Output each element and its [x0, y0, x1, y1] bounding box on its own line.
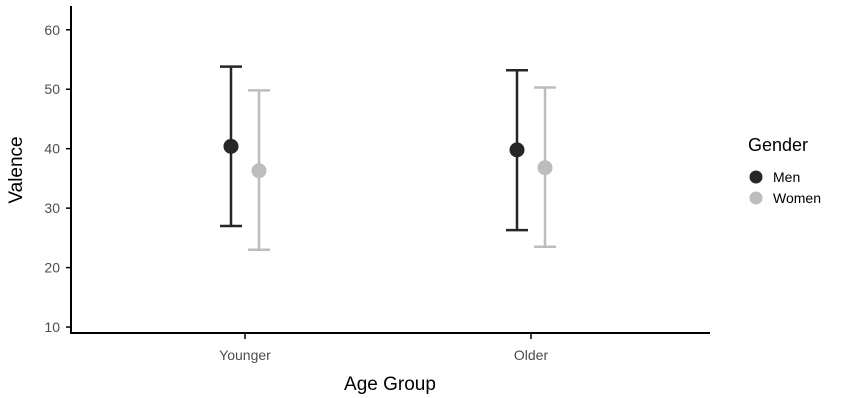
legend-key-men	[749, 170, 763, 184]
x-axis-title: Age Group	[344, 374, 436, 395]
x-tick-label: Older	[514, 347, 549, 363]
data-point-women-older	[537, 160, 553, 176]
y-tick-label: 40	[44, 141, 60, 157]
y-ticks: 10 20 30 40 50 60	[44, 22, 71, 335]
y-tick-label: 60	[44, 22, 60, 38]
legend-title: Gender	[748, 135, 808, 155]
data-point-women-younger	[251, 163, 267, 179]
x-ticks: Younger Older	[219, 333, 548, 363]
legend-key-women	[749, 191, 763, 205]
legend-items: Men Women	[749, 169, 821, 206]
y-tick-label: 50	[44, 81, 60, 97]
legend-label-men: Men	[773, 169, 800, 185]
legend: Gender Men Women	[748, 135, 821, 206]
plot-area	[220, 65, 556, 252]
y-tick-label: 20	[44, 260, 60, 276]
x-tick-label: Younger	[219, 347, 271, 363]
legend-label-women: Women	[773, 190, 821, 206]
y-tick-label: 10	[44, 319, 60, 335]
y-tick-label: 30	[44, 200, 60, 216]
data-point-men-younger	[223, 138, 239, 154]
data-point-men-older	[509, 142, 525, 158]
y-axis-title: Valence	[6, 136, 27, 203]
